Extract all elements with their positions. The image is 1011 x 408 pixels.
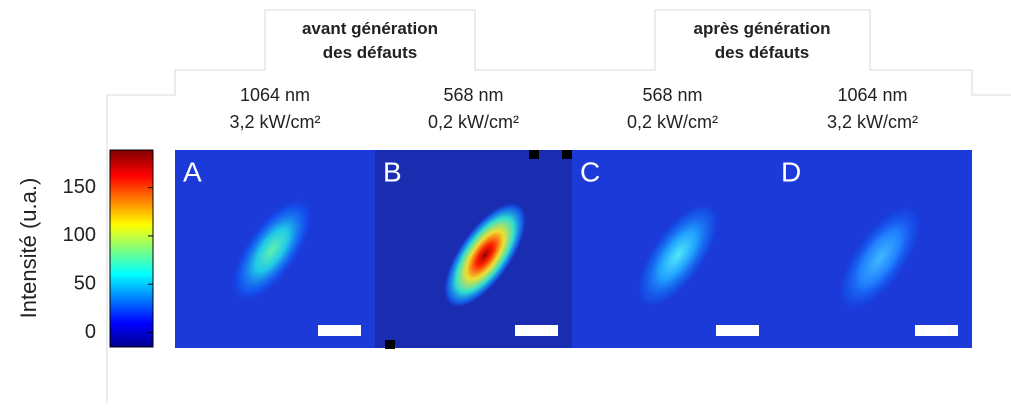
group-title: après génération des défauts — [694, 19, 831, 62]
tick-label: 50 — [74, 273, 96, 295]
dead-pixel — [529, 150, 539, 159]
panel-power: 0,2 kW/cm² — [428, 112, 519, 132]
heatmap-spot — [443, 202, 527, 308]
tick-label: 0 — [85, 321, 96, 343]
panel-letter: C — [580, 156, 600, 187]
panel-power: 0,2 kW/cm² — [627, 112, 718, 132]
panel-letter: D — [781, 156, 801, 187]
heatmap-spot — [838, 205, 922, 311]
scale-bar — [915, 325, 958, 336]
scale-bar — [515, 325, 558, 336]
scale-bar — [716, 325, 759, 336]
colorbar — [109, 149, 154, 348]
group-title: avant génération des défauts — [302, 19, 438, 62]
panel-power: 3,2 kW/cm² — [229, 112, 320, 132]
panel-letter: A — [183, 156, 202, 187]
tick-label: 100 — [63, 224, 96, 246]
panel-power: 3,2 kW/cm² — [827, 112, 918, 132]
colorbar-label: Intensité (u.a.) — [16, 178, 41, 319]
heatmap-spot — [230, 197, 314, 303]
dead-pixel — [562, 150, 572, 159]
heatmap-spot — [636, 202, 720, 308]
panel-letter: B — [383, 156, 402, 187]
dead-pixel — [385, 340, 395, 349]
panel-wavelength: 1064 nm — [837, 85, 907, 105]
panel-wavelength: 568 nm — [642, 85, 702, 105]
tick-label: 150 — [63, 176, 96, 198]
panel-wavelength: 1064 nm — [240, 85, 310, 105]
scale-bar — [318, 325, 361, 336]
panel-wavelength: 568 nm — [443, 85, 503, 105]
frame — [106, 9, 1011, 403]
